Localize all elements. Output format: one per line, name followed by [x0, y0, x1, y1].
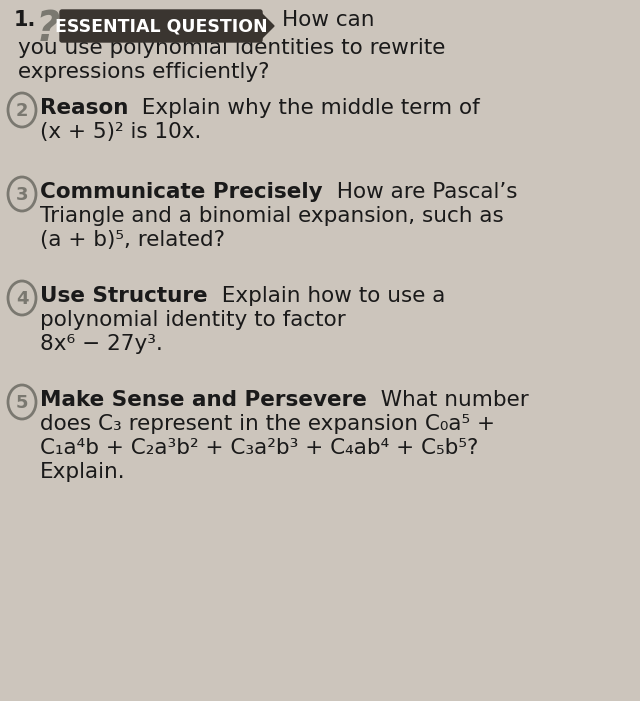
Text: Explain how to use a: Explain how to use a: [207, 286, 445, 306]
FancyBboxPatch shape: [60, 10, 262, 42]
Text: Use Structure: Use Structure: [40, 286, 207, 306]
Text: How can: How can: [282, 10, 374, 30]
Text: 5: 5: [16, 394, 28, 412]
Text: 8x⁶ − 27y³.: 8x⁶ − 27y³.: [40, 334, 163, 354]
Text: C₁a⁴b + C₂a³b² + C₃a²b³ + C₄ab⁴ + C₅b⁵?: C₁a⁴b + C₂a³b² + C₃a²b³ + C₄ab⁴ + C₅b⁵?: [40, 438, 478, 458]
Text: ESSENTIAL QUESTION: ESSENTIAL QUESTION: [54, 18, 268, 36]
Text: (a + b)⁵, related?: (a + b)⁵, related?: [40, 230, 225, 250]
Text: What number: What number: [367, 390, 529, 410]
Text: Triangle and a binomial expansion, such as: Triangle and a binomial expansion, such …: [40, 206, 504, 226]
Text: 3: 3: [16, 186, 28, 204]
Text: polynomial identity to factor: polynomial identity to factor: [40, 310, 346, 330]
Text: Reason: Reason: [40, 98, 129, 118]
Text: 4: 4: [16, 290, 28, 308]
Text: you use polynomial identities to rewrite: you use polynomial identities to rewrite: [18, 38, 445, 58]
Text: Make Sense and Persevere: Make Sense and Persevere: [40, 390, 367, 410]
Text: does C₃ represent in the expansion C₀a⁵ +: does C₃ represent in the expansion C₀a⁵ …: [40, 414, 495, 434]
Polygon shape: [260, 12, 274, 40]
Text: expressions efficiently?: expressions efficiently?: [18, 62, 269, 82]
Text: Explain.: Explain.: [40, 462, 125, 482]
Text: (x + 5)² is 10x.: (x + 5)² is 10x.: [40, 122, 202, 142]
Text: Explain why the middle term of: Explain why the middle term of: [129, 98, 480, 118]
Text: 1.: 1.: [14, 10, 36, 30]
Text: ?: ?: [36, 8, 60, 50]
Text: How are Pascal’s: How are Pascal’s: [323, 182, 517, 202]
Text: 2: 2: [16, 102, 28, 120]
Text: Communicate Precisely: Communicate Precisely: [40, 182, 323, 202]
